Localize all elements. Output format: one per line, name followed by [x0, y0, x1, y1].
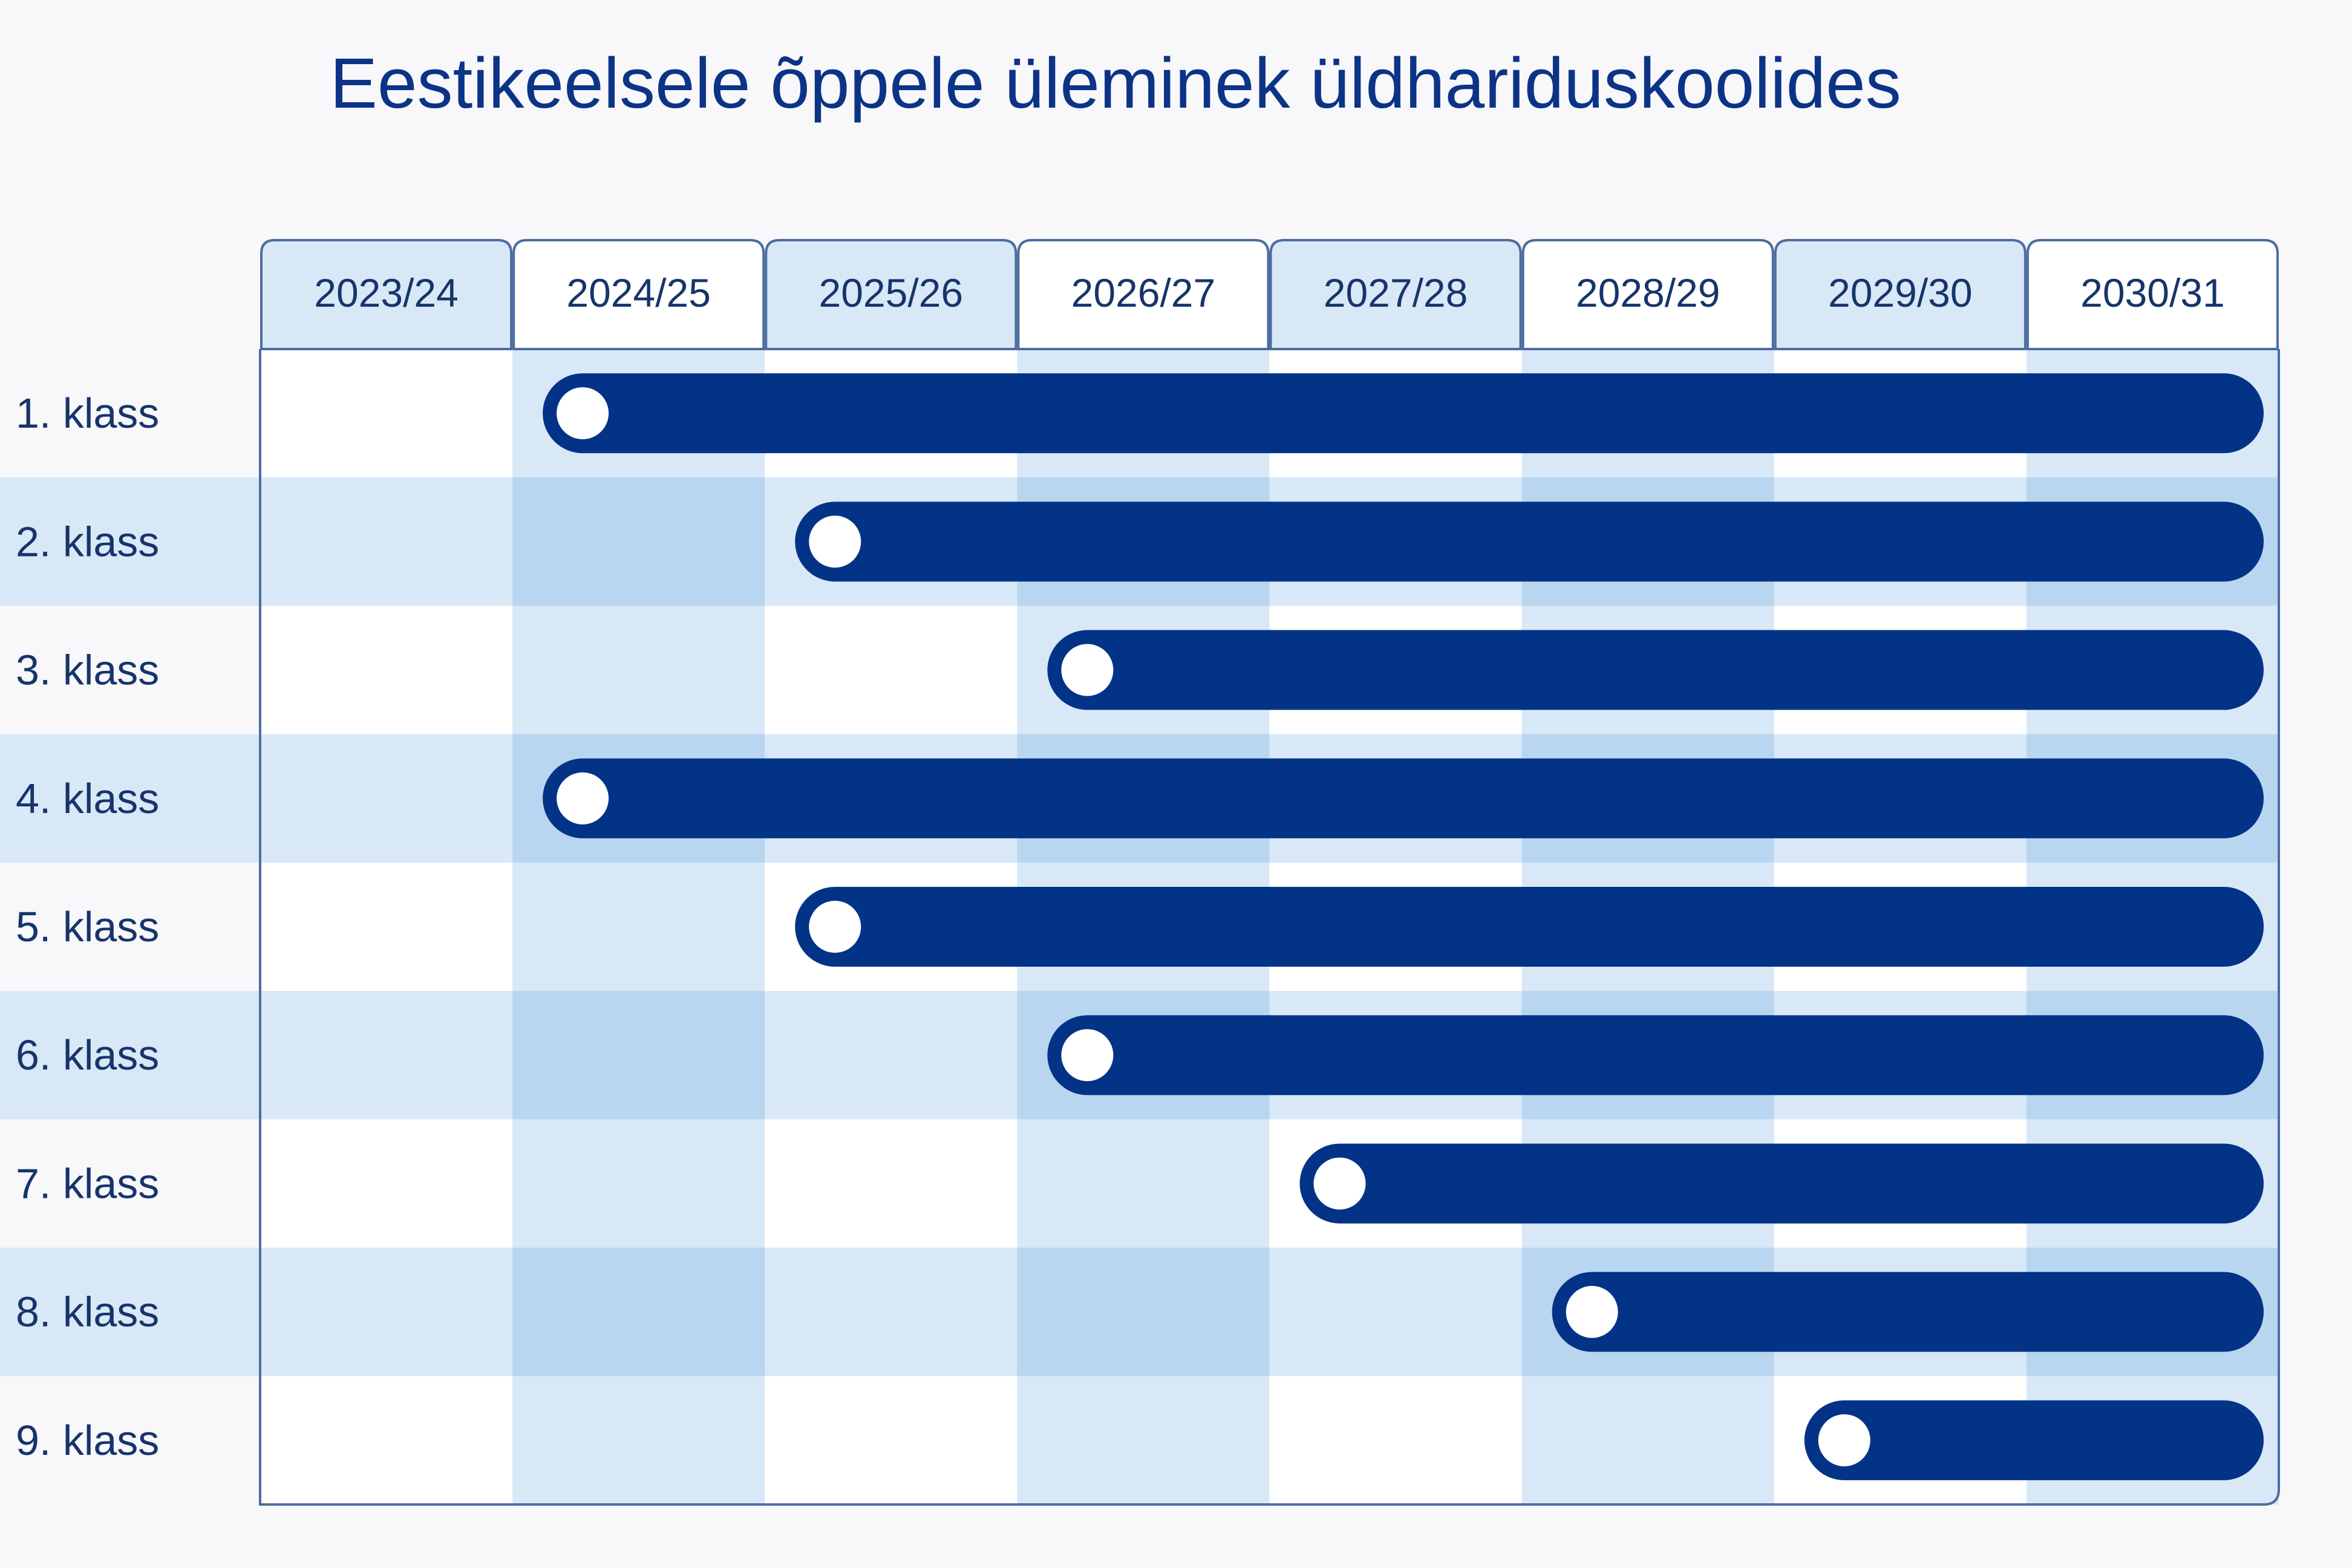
bar-start-marker: [557, 387, 609, 440]
timeline-bar: [543, 373, 2264, 454]
bar-start-marker: [809, 901, 861, 953]
row-label: 7. klass: [16, 1160, 159, 1207]
column-header-background: [1521, 239, 1774, 350]
bar-body: [1047, 1015, 2264, 1096]
bar-body: [1299, 1143, 2264, 1224]
bar-start-marker: [1061, 1029, 1114, 1082]
column-header-label: 2024/25: [566, 270, 711, 315]
row-label: 8. klass: [16, 1289, 159, 1336]
row-label: 5. klass: [16, 903, 159, 950]
column-header-tab: 2023/24: [260, 239, 513, 350]
column-band-cell: [512, 1376, 765, 1504]
bar-body: [543, 373, 2264, 454]
column-header-tab: 2026/27: [1017, 239, 1270, 350]
column-band-cell: [512, 991, 765, 1120]
timeline-bar: [795, 501, 2264, 582]
column-header-background: [260, 239, 513, 350]
column-header-background: [1017, 239, 1270, 350]
timeline-bar: [1047, 1015, 2264, 1096]
column-band-cell: [1017, 1119, 1270, 1248]
bar-body: [795, 887, 2264, 967]
column-band-cell: [1521, 1376, 1774, 1504]
column-header-tab: 2024/25: [512, 239, 765, 350]
bar-body: [795, 501, 2264, 582]
timeline-bar: [795, 887, 2264, 967]
timeline-bar: [1804, 1400, 2264, 1480]
column-header-tab: 2025/26: [765, 239, 1018, 350]
column-header-background: [1269, 239, 1522, 350]
row-label: 9. klass: [16, 1417, 159, 1464]
bar-start-marker: [1818, 1414, 1870, 1466]
bar-body: [543, 758, 2264, 838]
column-header-background: [1774, 239, 2027, 350]
bar-start-marker: [1313, 1157, 1366, 1210]
column-band-cell: [512, 1247, 765, 1376]
column-header-label: 2030/31: [2080, 270, 2225, 315]
bar-start-marker: [1061, 644, 1114, 696]
bar-start-marker: [1566, 1285, 1618, 1338]
bar-start-marker: [557, 772, 609, 825]
column-header-label: 2027/28: [1324, 270, 1468, 315]
column-band-cell: [1017, 1247, 1270, 1376]
column-header-tab: 2027/28: [1269, 239, 1522, 350]
bar-body: [1552, 1272, 2264, 1352]
row-label: 6. klass: [16, 1031, 159, 1079]
column-band-cell: [512, 606, 765, 734]
chart-title: Eestikeelsele õppele üleminek üldharidus…: [330, 44, 1901, 123]
bar-body: [1047, 630, 2264, 710]
column-header-label: 2026/27: [1071, 270, 1216, 315]
column-header-tab: 2028/29: [1521, 239, 1774, 350]
row-label: 4. klass: [16, 775, 159, 822]
column-band-cell: [1017, 1376, 1270, 1504]
column-header-tab: 2029/30: [1774, 239, 2027, 350]
column-header-label: 2028/29: [1576, 270, 1720, 315]
grid-border: [259, 349, 2280, 1506]
column-band-cell: [512, 477, 765, 606]
column-band-cell: [512, 862, 765, 991]
column-header-label: 2029/30: [1828, 270, 1973, 315]
column-header-background: [765, 239, 1018, 350]
column-header-tab: 2030/31: [2026, 239, 2279, 350]
column-header-background: [512, 239, 765, 350]
bar-body: [1804, 1400, 2264, 1480]
timeline-bar: [1299, 1143, 2264, 1224]
column-header-label: 2023/24: [314, 270, 459, 315]
column-band-cell: [512, 1119, 765, 1248]
column-header-background: [2026, 239, 2279, 350]
row-label: 2. klass: [16, 518, 159, 565]
timeline-bar: [1047, 630, 2264, 710]
column-header-label: 2025/26: [819, 270, 964, 315]
timeline-bar: [1552, 1272, 2264, 1352]
bar-start-marker: [809, 515, 861, 568]
row-label: 1. klass: [16, 390, 159, 437]
row-label: 3. klass: [16, 647, 159, 694]
timeline-bar: [543, 758, 2264, 838]
